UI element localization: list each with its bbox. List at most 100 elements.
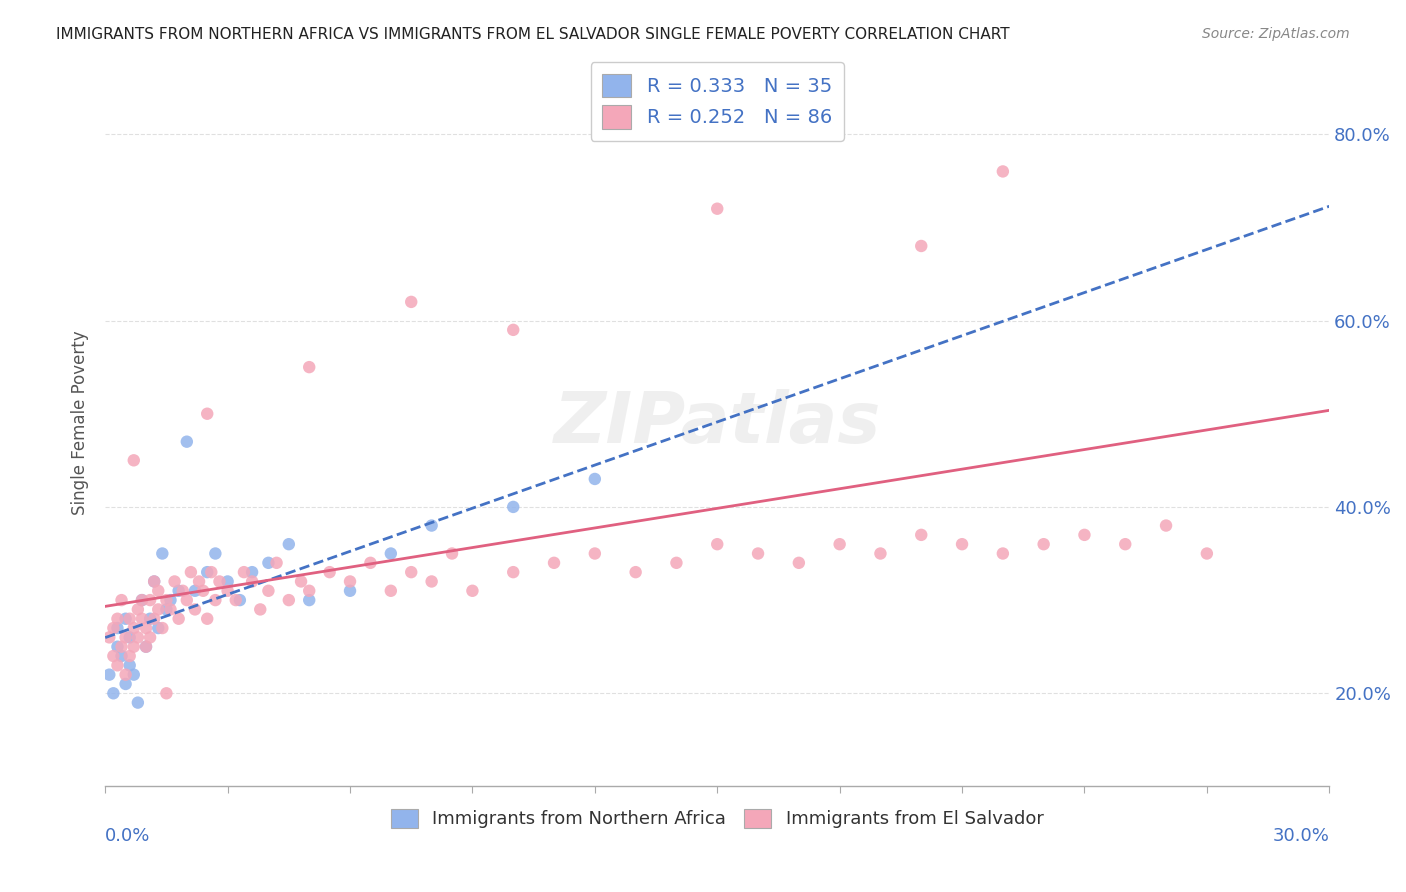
Point [103,686,125,700]
Point [257,556,280,570]
Point [583,472,606,486]
Point [217,574,239,589]
Point [290,574,312,589]
Point [266,556,288,570]
Point [502,500,524,514]
Text: 0.0%: 0.0% [105,827,150,845]
Point [122,640,145,654]
Point [135,640,157,654]
Point [747,547,769,561]
Point [257,583,280,598]
Point [155,686,177,700]
Point [787,556,810,570]
Point [155,602,177,616]
Point [167,583,190,598]
Point [502,565,524,579]
Point [240,574,263,589]
Point [910,239,932,253]
Point [204,593,226,607]
Point [399,565,422,579]
Point [249,602,271,616]
Point [277,593,299,607]
Point [339,583,361,598]
Point [98,631,121,645]
Point [706,202,728,216]
Point [159,602,181,616]
Point [163,574,186,589]
Point [107,640,129,654]
Point [910,528,932,542]
Point [277,537,299,551]
Point [869,547,891,561]
Point [195,407,218,421]
Point [1154,518,1177,533]
Point [114,677,136,691]
Point [135,640,157,654]
Point [1073,528,1095,542]
Point [127,602,149,616]
Text: ZIPatlas: ZIPatlas [554,389,882,458]
Point [991,164,1014,178]
Point [143,574,166,589]
Point [107,621,129,635]
Point [217,583,239,598]
Point [118,658,141,673]
Point [1114,537,1136,551]
Point [148,602,170,616]
Point [103,648,125,663]
Point [131,593,153,607]
Point [148,583,170,598]
Point [1032,537,1054,551]
Point [184,602,207,616]
Point [127,631,149,645]
Point [991,547,1014,561]
Point [380,583,402,598]
Point [950,537,973,551]
Point [583,547,606,561]
Text: 30.0%: 30.0% [1272,827,1329,845]
Point [502,323,524,337]
Point [200,565,222,579]
Point [232,565,254,579]
Point [298,583,321,598]
Point [110,593,132,607]
Point [359,556,381,570]
Point [420,574,443,589]
Point [110,648,132,663]
Point [131,593,153,607]
Point [139,612,162,626]
Point [155,593,177,607]
Point [318,565,340,579]
Point [180,565,202,579]
Point [103,621,125,635]
Text: Source: ZipAtlas.com: Source: ZipAtlas.com [1202,27,1350,41]
Point [229,593,252,607]
Point [399,294,422,309]
Point [127,696,149,710]
Point [143,612,166,626]
Point [114,667,136,681]
Point [110,640,132,654]
Point [225,593,247,607]
Point [380,547,402,561]
Point [440,547,463,561]
Point [298,360,321,375]
Point [176,434,198,449]
Point [339,574,361,589]
Point [195,612,218,626]
Point [122,621,145,635]
Point [148,621,170,635]
Point [184,583,207,598]
Text: IMMIGRANTS FROM NORTHERN AFRICA VS IMMIGRANTS FROM EL SALVADOR SINGLE FEMALE POV: IMMIGRANTS FROM NORTHERN AFRICA VS IMMIG… [56,27,1010,42]
Point [159,593,181,607]
Legend: Immigrants from Northern Africa, Immigrants from El Salvador: Immigrants from Northern Africa, Immigra… [384,802,1050,836]
Point [118,612,141,626]
Point [122,667,145,681]
Point [172,583,194,598]
Point [420,518,443,533]
Point [139,593,162,607]
Point [122,453,145,467]
Point [150,621,173,635]
Point [828,537,851,551]
Point [150,547,173,561]
